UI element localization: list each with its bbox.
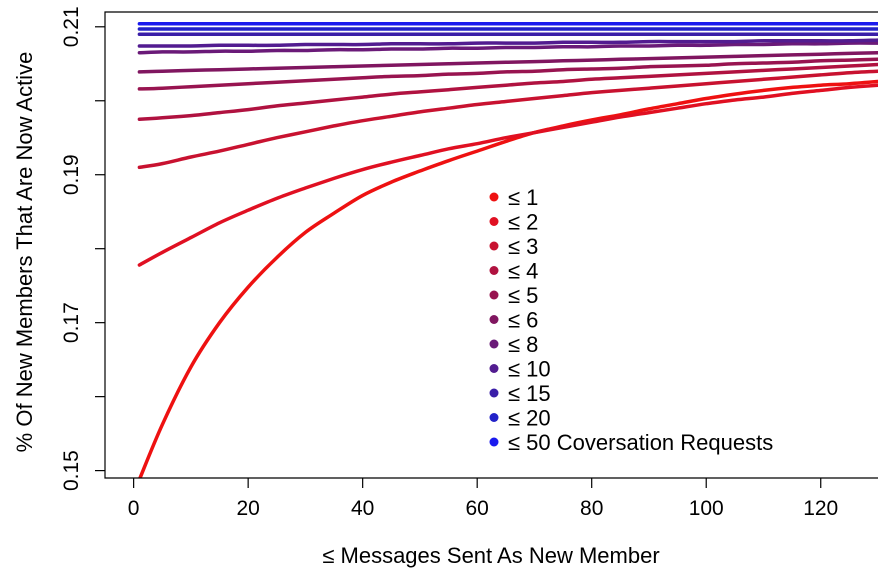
legend-label: ≤ 5: [508, 283, 538, 308]
legend-label: ≤ 6: [508, 308, 538, 333]
legend-label: ≤ 8: [508, 332, 538, 357]
x-tick-label: 40: [351, 497, 374, 520]
legend-marker: [489, 192, 499, 202]
x-tick-label: 120: [803, 497, 838, 520]
axes-layer: 0 20 40 60 80 100 120 0.15 0.17 0.19 0.21: [60, 6, 878, 520]
legend-marker: [489, 364, 499, 373]
series-line: [137, 83, 878, 267]
legend-marker: [489, 388, 499, 398]
legend-label: ≤ 4: [508, 259, 538, 284]
series-line: [137, 57, 878, 91]
legend: ≤ 1≤ 2≤ 3≤ 4≤ 5≤ 6≤ 8≤ 10≤ 15≤ 20≤ 50 Co…: [489, 185, 773, 455]
legend-label: ≤ 10: [508, 357, 551, 382]
series-line: [137, 62, 878, 122]
y-tick-label: 0.15: [60, 450, 83, 491]
x-axis-label: ≤ Messages Sent As New Member: [322, 543, 659, 568]
series-line: [138, 79, 878, 478]
legend-label: ≤ 2: [508, 210, 538, 235]
x-tick-label: 0: [128, 497, 140, 520]
legend-marker: [489, 413, 499, 422]
y-tick-label: 0.19: [60, 154, 83, 195]
legend-label: ≤ 15: [508, 381, 551, 406]
legend-marker: [489, 241, 499, 251]
y-tick-label: 0.17: [60, 302, 83, 343]
x-tick-label: 80: [580, 497, 603, 520]
legend-marker: [489, 290, 499, 300]
legend-marker: [489, 266, 499, 275]
plot-frame: [104, 11, 878, 479]
series-line: [137, 41, 878, 55]
series-layer: [137, 22, 878, 478]
series-line: [137, 69, 878, 170]
y-axis-label: % Of New Members That Are Now Active: [12, 52, 37, 453]
y-tick-label: 0.21: [60, 6, 83, 47]
x-tick-label: 20: [236, 497, 259, 520]
series-line: [137, 38, 878, 48]
legend-marker: [489, 217, 499, 226]
series-line: [137, 50, 878, 74]
x-tick-label: 60: [466, 497, 489, 520]
legend-label: ≤ 20: [508, 406, 551, 431]
legend-marker: [489, 339, 499, 349]
x-tick-label: 100: [689, 497, 724, 520]
legend-marker: [489, 437, 499, 447]
legend-label: ≤ 3: [508, 234, 538, 259]
legend-label: ≤ 1: [508, 185, 538, 210]
legend-marker: [489, 315, 499, 324]
legend-label: ≤ 50 Coversation Requests: [508, 430, 773, 455]
